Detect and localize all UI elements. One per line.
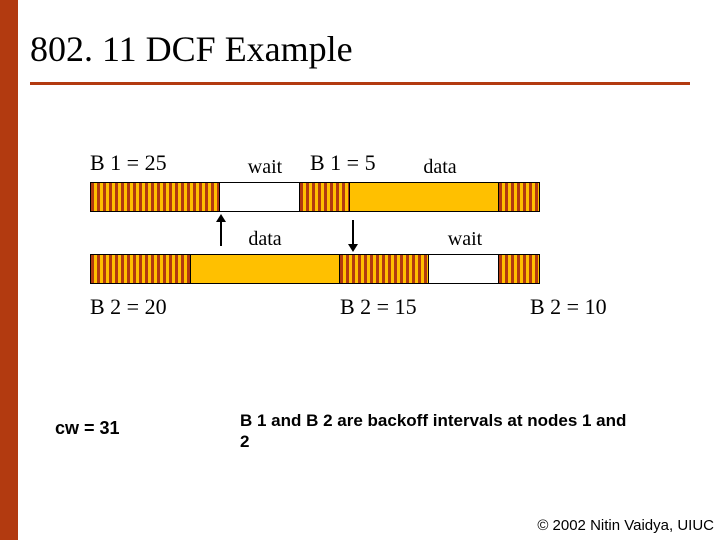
row1-data-label: data — [400, 156, 480, 179]
timeline-row-1 — [90, 182, 540, 212]
copyright-text: © 2002 Nitin Vaidya, UIUC — [537, 517, 714, 534]
row1-seg-data — [350, 183, 499, 211]
b1-label-initial: B 1 = 25 — [90, 150, 167, 176]
row1-seg-backoff2 — [300, 183, 350, 211]
row1-seg-backoff1 — [91, 183, 220, 211]
b2-label-right: B 2 = 10 — [530, 294, 607, 320]
arrow-resume-point — [352, 220, 354, 246]
backoff-explanation-note: B 1 and B 2 are backoff intervals at nod… — [240, 410, 640, 453]
row2-seg-wait — [429, 255, 499, 283]
b2-label-initial: B 2 = 20 — [90, 294, 167, 320]
row2-seg-backoff3 — [499, 255, 539, 283]
left-accent-stripe — [0, 0, 18, 540]
b1-label-after: B 1 = 5 — [310, 150, 376, 176]
arrow-freeze-point — [220, 220, 222, 246]
row2-seg-backoff2 — [340, 255, 430, 283]
b2-label-mid: B 2 = 15 — [340, 294, 417, 320]
row2-wait-label: wait — [435, 228, 495, 251]
row1-seg-wait — [220, 183, 300, 211]
row2-data-label: data — [225, 228, 305, 251]
row1-seg-backoff3 — [499, 183, 539, 211]
timeline-row-2 — [90, 254, 540, 284]
row2-seg-data — [191, 255, 340, 283]
cw-value-label: cw = 31 — [55, 418, 120, 439]
row1-wait-label: wait — [235, 156, 295, 179]
slide-title: 802. 11 DCF Example — [30, 28, 353, 70]
title-underline — [30, 82, 690, 85]
row2-seg-backoff1 — [91, 255, 191, 283]
